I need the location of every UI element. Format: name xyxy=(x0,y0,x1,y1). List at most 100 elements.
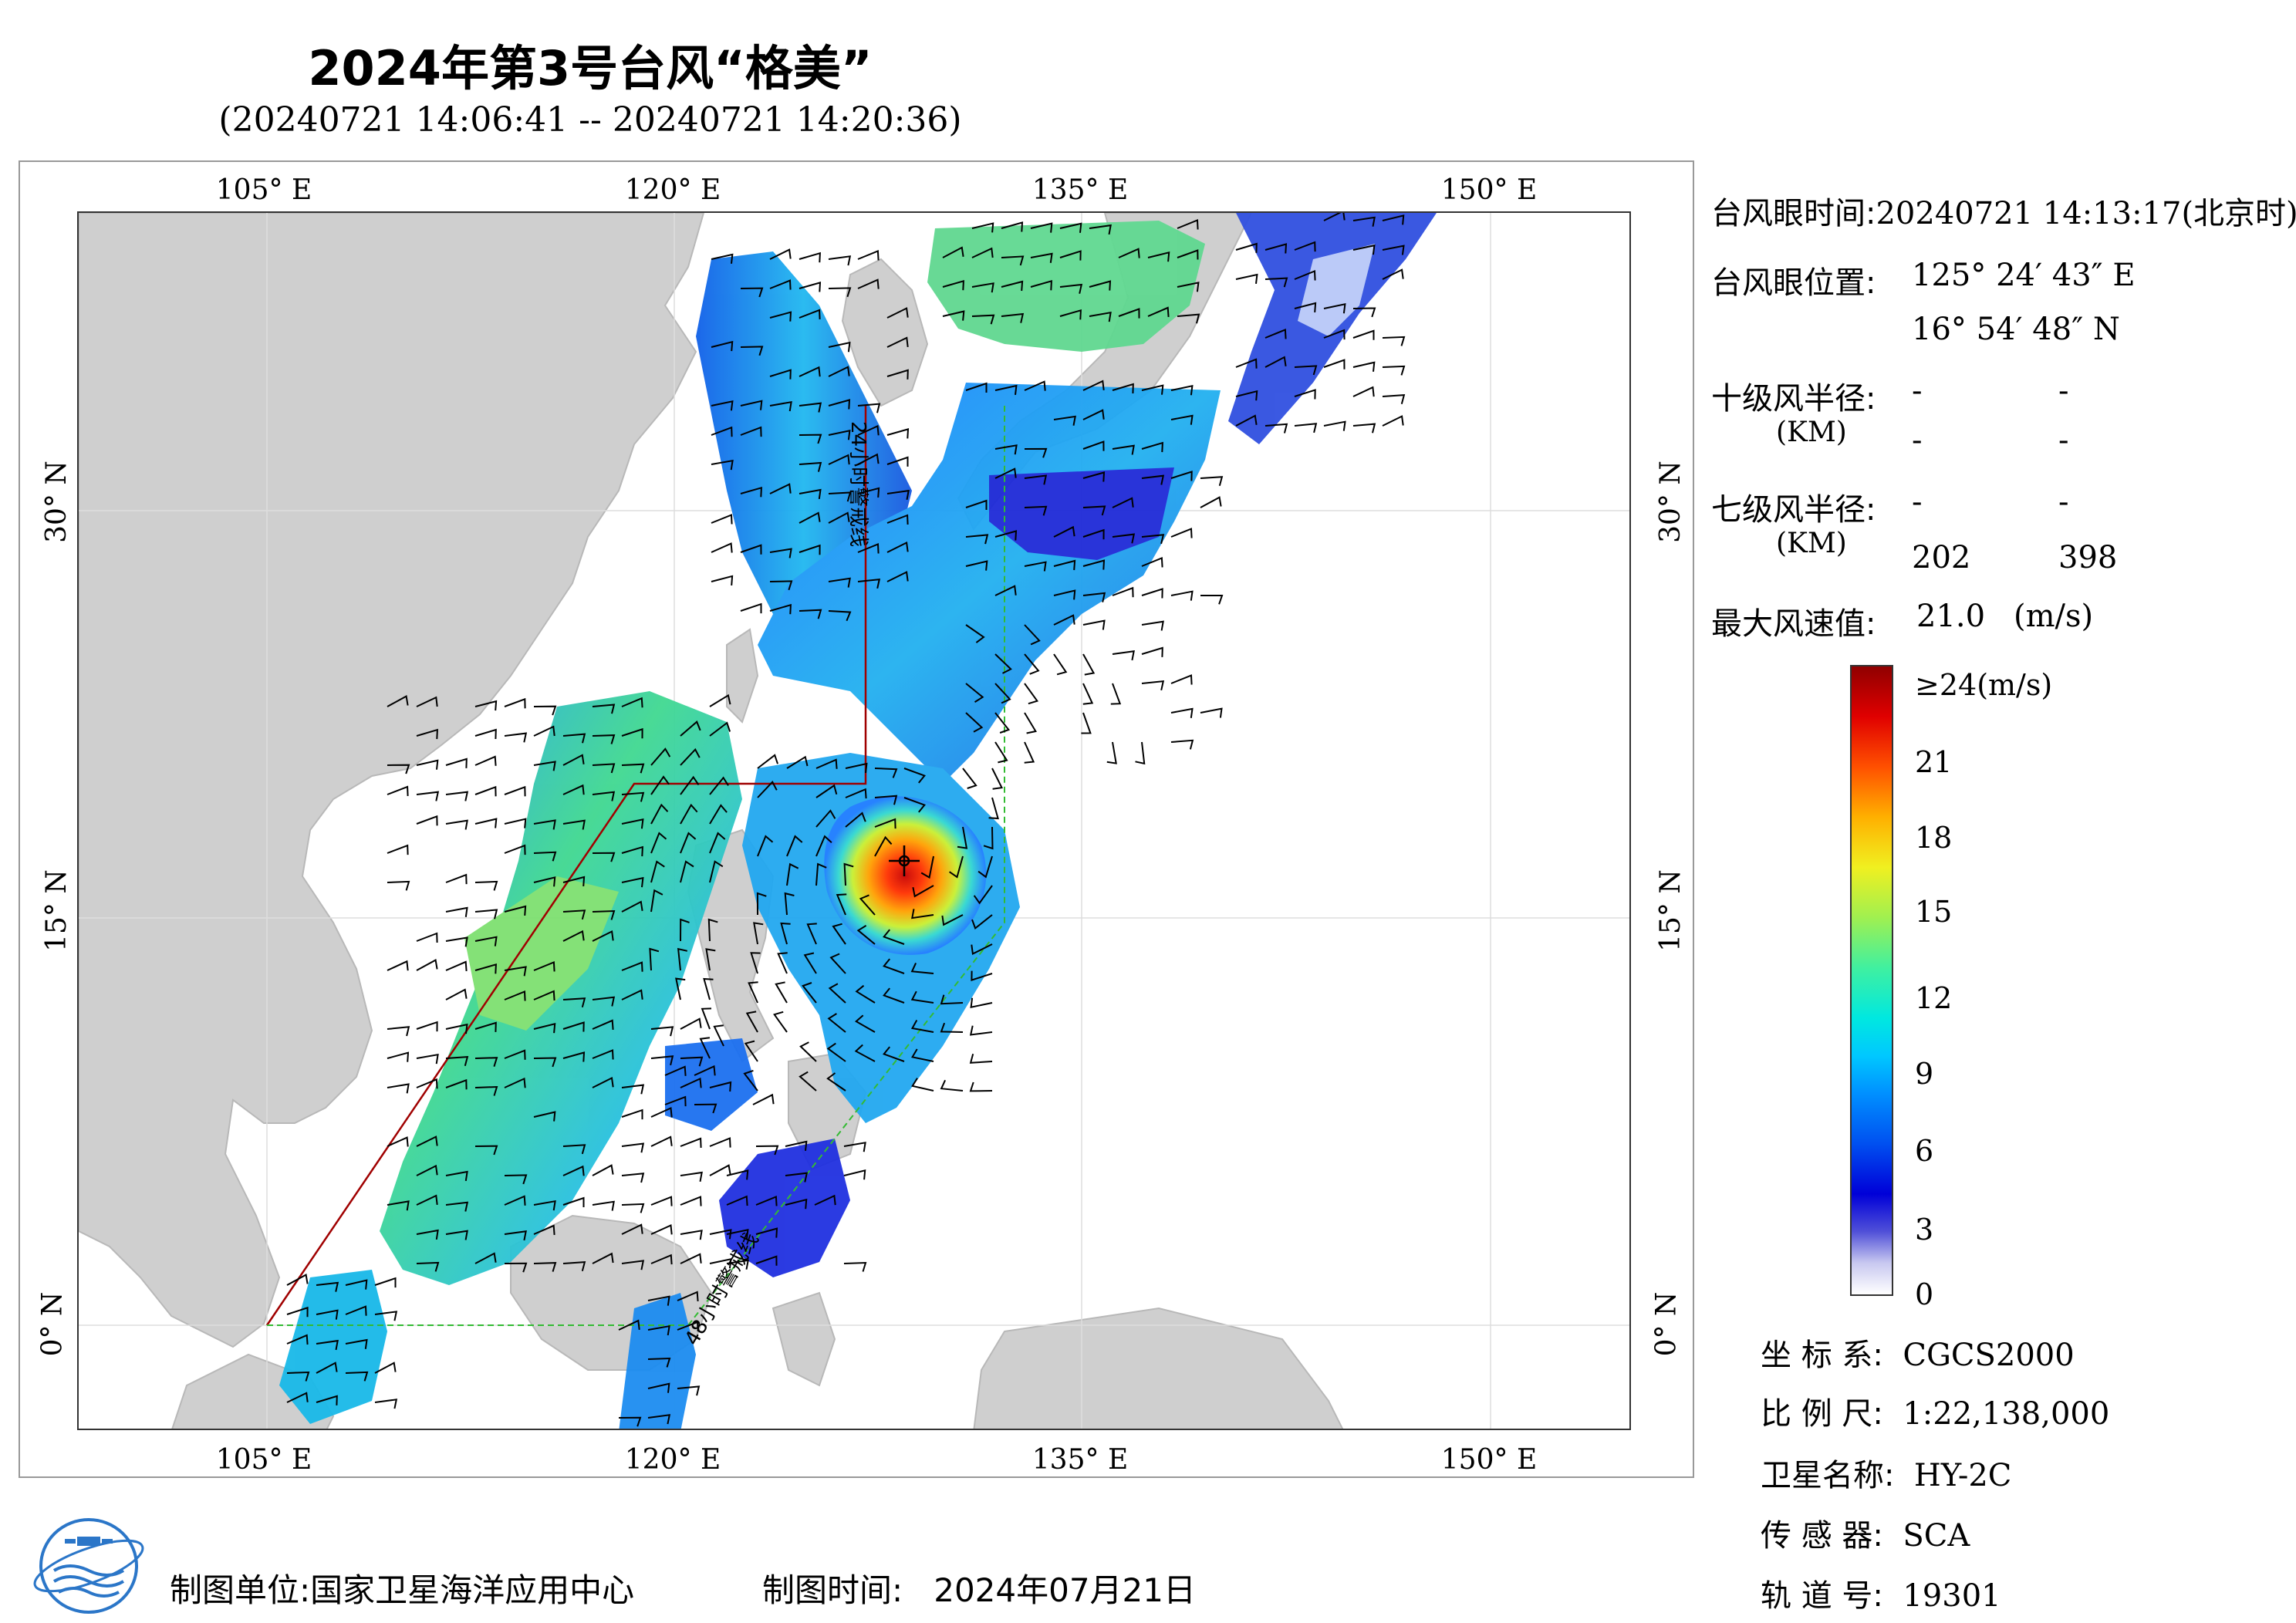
wind-barb xyxy=(416,932,438,943)
wind-barb xyxy=(799,402,822,413)
wind-barb xyxy=(647,1382,670,1393)
wind-barb xyxy=(387,1083,410,1094)
wind-barb xyxy=(533,876,556,887)
wind-barb xyxy=(1170,674,1193,685)
wind-barb xyxy=(711,514,733,525)
wind-barb xyxy=(957,826,968,849)
wind-barb xyxy=(1053,653,1068,676)
wind-barb xyxy=(286,1371,310,1382)
wind-barb xyxy=(445,1023,468,1034)
wind-barb xyxy=(826,1042,846,1062)
wind-barb xyxy=(1024,653,1040,675)
wind-barb xyxy=(1112,497,1134,508)
wind-barb xyxy=(621,1142,645,1153)
wind-barb xyxy=(969,1081,993,1092)
wind-barb xyxy=(677,1385,701,1396)
wind-barb xyxy=(757,780,778,798)
wind-barb xyxy=(533,990,555,1001)
wind-barb xyxy=(743,1069,758,1092)
wind-barb xyxy=(1294,423,1318,434)
wind-field-map[interactable]: 24小时警戒线 48小时警戒线 xyxy=(77,211,1631,1430)
radius7-val-4: 398 xyxy=(2058,540,2118,575)
wind-barb xyxy=(387,1051,410,1062)
wind-barb xyxy=(680,860,694,883)
wind-barb xyxy=(504,1230,527,1241)
wind-barb xyxy=(757,835,774,857)
wind-barb xyxy=(387,1026,410,1037)
wind-barb xyxy=(1264,356,1287,368)
wind-barb xyxy=(994,444,1018,455)
wind-barb xyxy=(1323,213,1346,221)
wind-barb xyxy=(940,994,964,1005)
wind-barb xyxy=(1141,646,1163,657)
wind-barb xyxy=(815,758,838,769)
wind-barb xyxy=(726,1195,748,1206)
wind-barb xyxy=(910,990,934,1004)
wind-barb xyxy=(859,894,876,916)
coord-system-row: 坐 标 系: CGCS2000 xyxy=(1761,1338,2075,1373)
typhoon-eye-marker xyxy=(889,845,920,876)
wind-barb xyxy=(680,1196,702,1206)
wind-barb xyxy=(755,1227,778,1238)
wind-barb xyxy=(1024,561,1047,572)
wind-barb xyxy=(621,876,644,888)
wind-barb xyxy=(316,1339,339,1351)
wind-barb xyxy=(970,997,993,1008)
wind-barb xyxy=(855,984,876,1004)
wind-barb xyxy=(533,1022,556,1034)
wind-barb xyxy=(1001,312,1025,323)
wind-barb xyxy=(592,996,616,1007)
wind-barb xyxy=(1382,268,1404,280)
wind-barb xyxy=(740,602,762,614)
wind-barb xyxy=(650,889,663,913)
wind-barb xyxy=(971,970,993,981)
wind-barb xyxy=(941,914,964,926)
wind-barb xyxy=(883,958,905,974)
wind-barb xyxy=(910,1020,934,1033)
wind-barb xyxy=(680,918,690,942)
wind-barb xyxy=(1382,365,1406,376)
wind-barb xyxy=(726,1229,749,1240)
wind-barb xyxy=(1089,311,1112,322)
radius10-val-2: - xyxy=(2058,373,2069,409)
wind-barb xyxy=(592,909,616,920)
scs-green-band xyxy=(464,876,619,1031)
wind-barb xyxy=(903,797,926,813)
wind-barb xyxy=(680,803,698,825)
wind-barb xyxy=(592,1164,614,1176)
wind-barb xyxy=(650,747,671,766)
wind-barb xyxy=(416,728,438,740)
wind-barb xyxy=(994,712,1011,734)
wind-barb xyxy=(474,936,498,946)
wind-barb xyxy=(883,1046,905,1062)
wind-barb xyxy=(1053,614,1075,626)
wind-barb xyxy=(680,1171,703,1182)
wind-barb xyxy=(911,909,934,919)
wind-barb xyxy=(286,1306,309,1318)
wind-barb xyxy=(1024,683,1039,705)
wind-barb xyxy=(942,246,964,258)
wind-barb xyxy=(1001,221,1024,232)
wind-barb xyxy=(1089,280,1112,291)
bottom-lon-label-150: 150° E xyxy=(1440,1444,1538,1476)
wind-barb xyxy=(962,768,977,789)
wind-barb xyxy=(680,720,701,737)
wind-barb xyxy=(854,1014,876,1033)
wind-barb xyxy=(709,1137,731,1148)
wind-barb xyxy=(474,880,498,891)
wind-barb xyxy=(650,1254,673,1265)
wind-barb xyxy=(711,340,734,352)
wind-barb xyxy=(650,1055,674,1066)
wind-barb xyxy=(965,534,989,545)
wind-barb xyxy=(504,1262,528,1273)
wind-barb xyxy=(416,1164,438,1176)
wind-barb xyxy=(785,1172,809,1183)
wind-barb xyxy=(709,860,724,883)
wind-barb xyxy=(650,1196,673,1206)
wind-barb xyxy=(374,1311,398,1321)
wind-barb xyxy=(815,835,832,857)
wind-barb xyxy=(1177,313,1200,324)
wind-barb xyxy=(1323,329,1346,340)
wind-barb xyxy=(709,1258,732,1269)
wind-barb xyxy=(650,775,670,795)
